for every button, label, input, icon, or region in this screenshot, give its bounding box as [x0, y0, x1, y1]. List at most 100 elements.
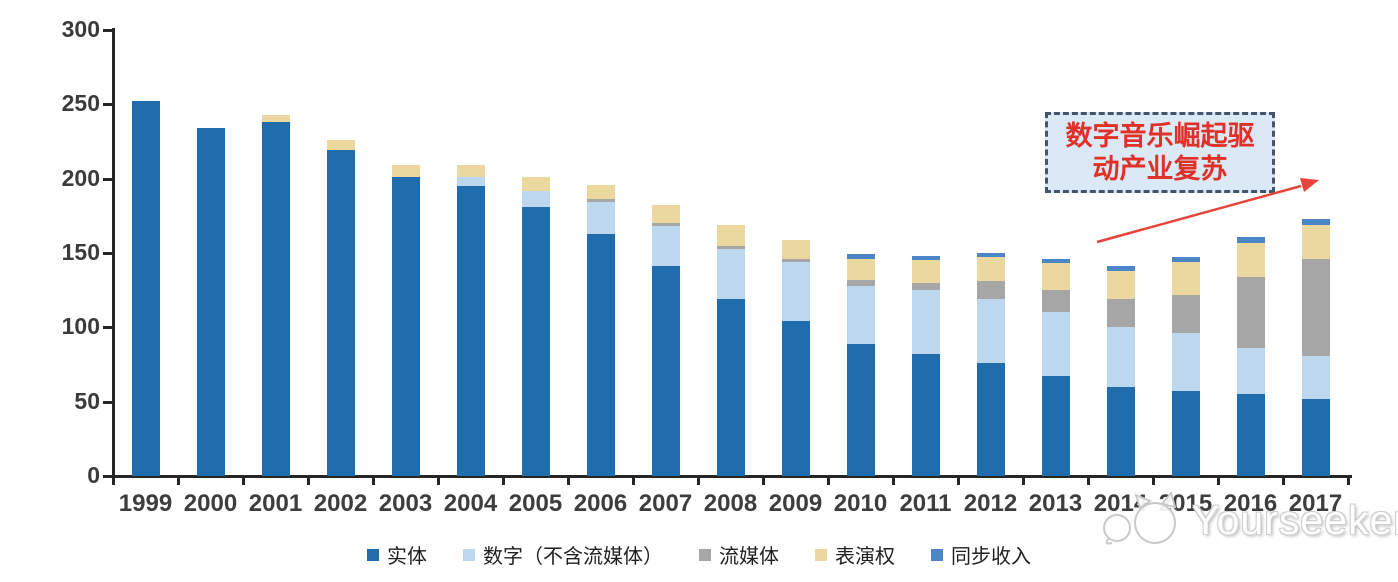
- legend-item-实体: 实体: [367, 540, 427, 569]
- legend-label: 实体: [387, 546, 427, 568]
- bar-segment-2010-数字（不含流媒体）: [846, 285, 875, 344]
- bar-segment-2016-数字（不含流媒体）: [1236, 348, 1265, 395]
- x-axis-label-2016: 2016: [1223, 490, 1278, 517]
- bar-segment-2008-实体: [716, 299, 745, 476]
- y-axis-tick: [103, 29, 113, 32]
- bar-segment-2008-表演权: [716, 224, 745, 246]
- annotation-callout: 数字音乐崛起驱 动产业复苏: [1045, 112, 1275, 193]
- x-axis-label-2010: 2010: [833, 490, 888, 517]
- x-axis-label-2007: 2007: [638, 490, 693, 517]
- x-axis-label-2017: 2017: [1288, 490, 1343, 517]
- x-axis-tick: [372, 476, 375, 485]
- bar-segment-2012-数字（不含流媒体）: [976, 299, 1005, 363]
- y-axis-tick: [103, 400, 113, 404]
- bar-segment-2014-数字（不含流媒体）: [1106, 327, 1135, 387]
- bar-segment-2005-实体: [521, 206, 550, 476]
- y-axis-tick: [103, 475, 113, 478]
- bar-segment-2012-表演权: [976, 257, 1005, 282]
- x-axis-label-2000: 2000: [183, 490, 238, 517]
- bar-segment-2010-实体: [846, 343, 875, 476]
- watermark-text: Yourseeker: [1192, 496, 1398, 543]
- bar-segment-2016-表演权: [1236, 242, 1265, 277]
- x-axis-tick: [307, 476, 310, 485]
- bar-segment-2006-流媒体: [586, 199, 615, 203]
- bar-segment-2017-流媒体: [1301, 258, 1330, 356]
- bar-segment-1999-实体: [131, 101, 160, 476]
- bar-segment-2004-数字（不含流媒体）: [456, 177, 485, 187]
- y-axis-label: 0: [87, 462, 100, 488]
- bar-segment-2001-表演权: [261, 114, 290, 123]
- x-axis-tick: [1087, 476, 1090, 485]
- bar-segment-2010-同步收入: [846, 254, 875, 259]
- legend-item-流媒体: 流媒体: [699, 540, 779, 569]
- y-axis-label: 150: [61, 239, 100, 265]
- bar-segment-2012-流媒体: [976, 281, 1005, 300]
- y-axis-tick: [103, 177, 113, 181]
- bar-segment-2009-表演权: [781, 239, 810, 259]
- bar-segment-2009-流媒体: [781, 258, 810, 262]
- x-axis-tick: [112, 476, 115, 485]
- y-axis-label: 50: [74, 387, 100, 414]
- x-axis-label-1999: 1999: [118, 490, 173, 517]
- bar-segment-2016-流媒体: [1236, 276, 1265, 349]
- y-axis-label: 250: [61, 90, 100, 117]
- legend-label: 数字（不含流媒体）: [483, 546, 663, 568]
- bar-segment-2005-数字（不含流媒体）: [521, 190, 550, 207]
- bar-segment-2008-流媒体: [716, 245, 745, 249]
- bar-segment-2007-表演权: [651, 205, 680, 224]
- bar-segment-2011-同步收入: [911, 255, 940, 261]
- bar-segment-2001-实体: [261, 122, 290, 476]
- bar-segment-2004-实体: [456, 186, 485, 476]
- legend-label: 流媒体: [719, 546, 779, 568]
- x-axis-tick: [502, 476, 505, 485]
- bar-segment-2005-表演权: [521, 177, 550, 191]
- bar-segment-2006-数字（不含流媒体）: [586, 202, 615, 234]
- x-axis-label-2004: 2004: [443, 490, 498, 517]
- y-axis-tick: [103, 103, 113, 107]
- legend-swatch-icon: [931, 548, 943, 561]
- x-axis-tick: [827, 476, 830, 485]
- x-axis-tick: [1217, 476, 1220, 485]
- y-axis-label: 300: [61, 16, 100, 42]
- x-axis-label-2003: 2003: [378, 490, 433, 517]
- bar-segment-2013-实体: [1041, 376, 1070, 476]
- bar-segment-2015-同步收入: [1171, 257, 1200, 262]
- y-axis-tick: [103, 326, 113, 330]
- x-axis-label-2002: 2002: [313, 490, 368, 517]
- bar-segment-2017-数字（不含流媒体）: [1301, 355, 1330, 399]
- legend: 实体 数字（不含流媒体） 流媒体 表演权 同步收入: [0, 540, 1398, 569]
- x-axis-label-2009: 2009: [768, 490, 823, 517]
- x-axis-tick: [957, 476, 960, 485]
- x-axis-tick: [632, 476, 635, 485]
- cat-logo-icon: [1103, 492, 1177, 545]
- x-axis-tick: [1347, 476, 1350, 485]
- x-axis-tick: [567, 476, 570, 485]
- bar-segment-2011-流媒体: [911, 282, 940, 291]
- bar-segment-2017-同步收入: [1301, 218, 1330, 225]
- y-axis-tick: [103, 252, 113, 255]
- y-axis: [112, 28, 115, 478]
- x-axis-tick: [697, 476, 700, 485]
- bar-segment-2017-实体: [1301, 398, 1330, 476]
- bar-segment-2008-数字（不含流媒体）: [716, 248, 745, 300]
- bar-segment-2016-同步收入: [1236, 236, 1265, 243]
- bar-segment-2014-实体: [1106, 386, 1135, 476]
- legend-item-数字（不含流媒体）: 数字（不含流媒体）: [463, 540, 663, 569]
- legend-swatch-icon: [367, 548, 379, 561]
- bar-segment-2000-实体: [196, 128, 225, 476]
- annotation-text-line1: 数字音乐崛起驱: [1065, 120, 1255, 151]
- x-axis-tick: [892, 476, 895, 485]
- annotation-text-line2: 动产业复苏: [1092, 153, 1228, 184]
- legend-swatch-icon: [815, 548, 827, 561]
- x-axis-tick: [437, 476, 440, 485]
- bar-segment-2006-实体: [586, 233, 615, 476]
- legend-item-表演权: 表演权: [815, 540, 895, 569]
- x-axis-label-2011: 2011: [899, 490, 952, 517]
- bar-segment-2003-表演权: [391, 165, 420, 178]
- bar-segment-2013-表演权: [1041, 263, 1070, 291]
- bar-segment-2016-实体: [1236, 394, 1265, 476]
- bar-segment-2012-同步收入: [976, 253, 1005, 258]
- bar-segment-2009-数字（不含流媒体）: [781, 261, 810, 322]
- x-axis-tick: [177, 476, 180, 485]
